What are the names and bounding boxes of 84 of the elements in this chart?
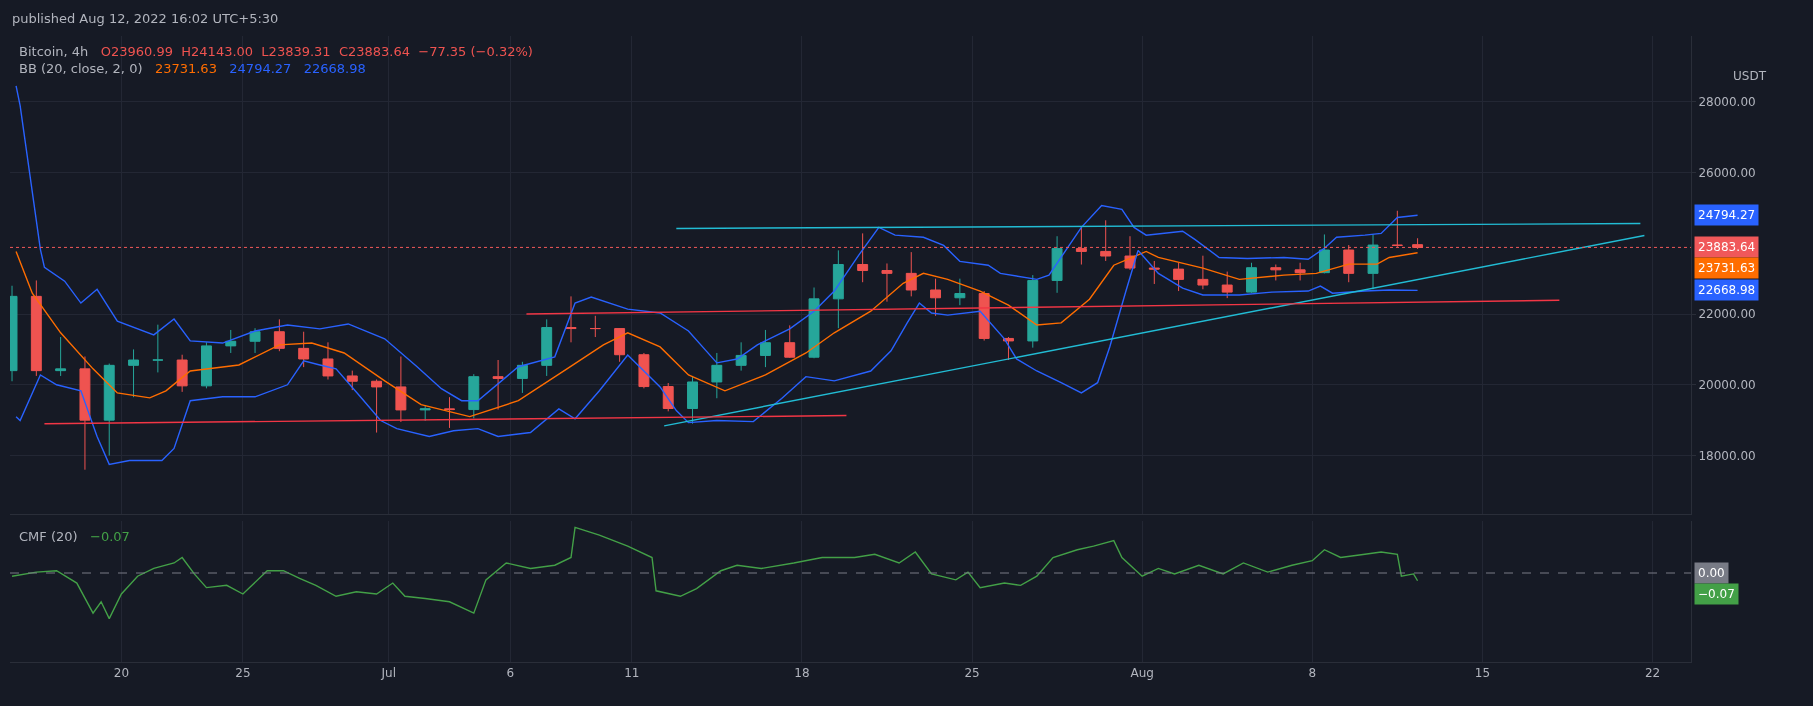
- candlestick: [55, 336, 67, 377]
- candlestick: [614, 327, 626, 363]
- candlestick: [1318, 233, 1330, 274]
- candlestick: [1246, 262, 1257, 294]
- candlestick: [225, 329, 237, 354]
- candlestick: [687, 375, 698, 425]
- annotation: 24794.27: [229, 60, 292, 76]
- y-tick-label: 20000.00: [1698, 377, 1756, 392]
- line-series: [15, 85, 1419, 402]
- candlestick: [395, 355, 407, 423]
- candlestick: [905, 251, 917, 297]
- candlestick: [249, 327, 261, 354]
- candlestick: [322, 341, 334, 380]
- candlestick: [881, 262, 893, 303]
- text: Bitcoin, 4h: [19, 44, 89, 59]
- candlestick: [541, 318, 553, 377]
- x-tick-label: 22: [1644, 666, 1661, 681]
- candlestick: [954, 278, 966, 306]
- y-tick-label: 22000.00: [1698, 307, 1756, 322]
- x-tick-label: 15: [1474, 666, 1491, 681]
- candlestick: [711, 352, 723, 399]
- x-tick-label: 6: [506, 666, 515, 681]
- annotation: 22668.98: [303, 60, 366, 76]
- y-tick-label: 18000.00: [1698, 448, 1756, 463]
- candlestick: [784, 324, 796, 359]
- candlestick: [516, 361, 528, 394]
- text: O23960.99 H24143.00 L23839.31 C23883.64 −77.35 (−0.32%): [100, 44, 533, 59]
- candlestick: [492, 359, 504, 411]
- candlestick: [298, 331, 310, 368]
- candlestick: [638, 352, 650, 389]
- text: −0.07: [1698, 587, 1735, 601]
- candlestick: [735, 341, 747, 372]
- line-series: [15, 249, 1419, 466]
- y-axis-title: USDT: [1733, 69, 1767, 83]
- legend-title: BB (20, close, 2, 0): [19, 60, 143, 76]
- x-tick-label: 18: [794, 666, 810, 681]
- candlestick: [468, 373, 480, 419]
- candlestick: [1003, 337, 1014, 361]
- annotation: 23731.63: [154, 60, 217, 76]
- candlestick: [444, 396, 455, 429]
- candlestick: [1148, 260, 1160, 285]
- candlestick: [128, 348, 140, 398]
- ref-line-label: 0.00: [1698, 566, 1725, 580]
- candlestick: [419, 404, 431, 422]
- text: 23731.63: [1698, 261, 1756, 275]
- candlestick: [200, 341, 212, 389]
- candlestick: [371, 378, 383, 434]
- text: 22668.98: [1698, 283, 1756, 297]
- candlestick: [346, 370, 358, 391]
- candlestick: [1051, 235, 1063, 294]
- candlestick: [103, 363, 115, 457]
- candlestick: [152, 324, 164, 373]
- candlestick: [1221, 271, 1233, 299]
- y-tick-label: 26000.00: [1698, 165, 1756, 180]
- chart-title: CMF (20): [19, 529, 78, 544]
- candlestick: [832, 249, 844, 329]
- x-tick-label: 11: [624, 666, 640, 681]
- candlestick: [79, 355, 91, 471]
- candlestick: [1270, 264, 1282, 281]
- line-series: [15, 250, 1419, 418]
- candlestick: [1367, 233, 1379, 290]
- candlestick: [930, 278, 942, 317]
- candlestick: [589, 315, 601, 338]
- candlestick: [273, 318, 285, 352]
- candlestick: [1027, 274, 1039, 349]
- x-tick-label: 25: [235, 666, 251, 681]
- annotation: −0.07: [90, 529, 130, 544]
- candlestick: [176, 354, 188, 393]
- x-tick-label: 20: [113, 666, 130, 681]
- candlestick: [30, 279, 42, 377]
- candlestick: [1197, 255, 1209, 290]
- candlestick: [759, 329, 771, 368]
- y-tick-label: 28000.00: [1698, 95, 1756, 109]
- candlestick: [565, 295, 577, 343]
- x-tick-label: 25: [964, 666, 980, 681]
- candlestick: [1294, 262, 1306, 281]
- ref-line-label: 23883.64: [1698, 240, 1756, 254]
- x-tick-label: Aug: [1130, 666, 1154, 681]
- candlestick: [1173, 262, 1185, 292]
- x-tick-label: Jul: [380, 666, 396, 681]
- text: published Aug 12, 2022 16:02 UTC+5:30: [12, 11, 279, 26]
- candlestick: [808, 287, 820, 359]
- text: 24794.27: [1698, 208, 1756, 222]
- x-tick-label: 8: [1308, 666, 1317, 681]
